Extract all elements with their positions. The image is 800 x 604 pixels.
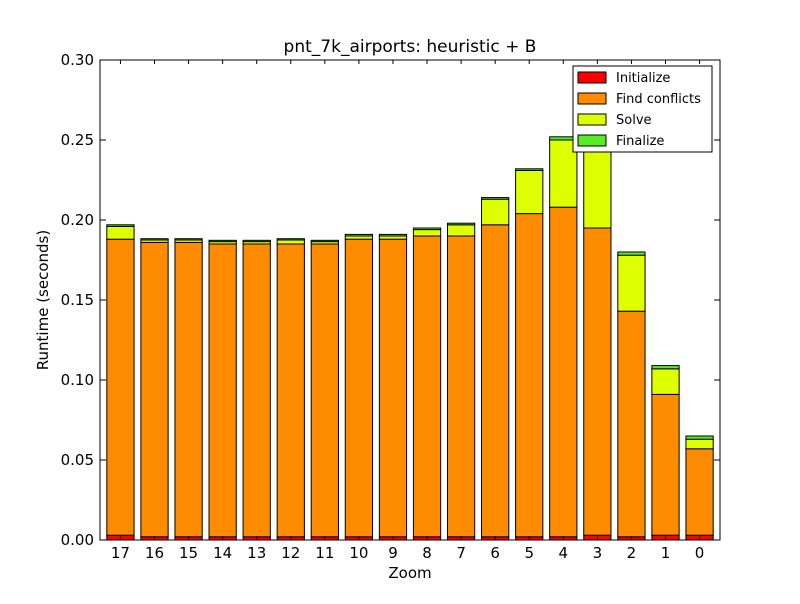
legend-swatch xyxy=(577,134,607,147)
ticks-layer: 17 16 15 14 13 12 11 10 9 8 7 6 5 4 3 2 1 00.000.050.100.… xyxy=(61,51,720,562)
x-tick-label: 15 xyxy=(179,544,198,562)
x-tick-label: 9 xyxy=(388,544,398,562)
bar-segment-find-conflicts-6 xyxy=(481,224,510,538)
bar-segment-find-conflicts-8 xyxy=(412,235,442,538)
x-tick-label: 6 xyxy=(490,544,500,562)
bar-segment-find-conflicts-13 xyxy=(242,243,271,538)
legend: Initialize Find conflicts Solve Finalize xyxy=(572,65,713,153)
chart-title: pnt_7k_airports: heuristic + B xyxy=(284,37,537,57)
bar-segment-finalize-14 xyxy=(208,239,237,243)
bar-segment-find-conflicts-5 xyxy=(515,213,544,538)
legend-swatch xyxy=(577,92,607,105)
bar-segment-find-conflicts-9 xyxy=(378,238,408,538)
legend-swatch xyxy=(577,113,607,126)
bar-segment-solve-5 xyxy=(515,169,544,215)
bar-segment-finalize-10 xyxy=(344,233,374,237)
bar-segment-finalize-11 xyxy=(310,239,339,243)
bar-segment-find-conflicts-4 xyxy=(549,206,578,538)
bar-segment-solve-0 xyxy=(685,438,714,450)
plot-frame xyxy=(99,59,721,541)
bar-segment-finalize-6 xyxy=(481,197,510,200)
bar-segment-find-conflicts-16 xyxy=(140,241,169,538)
x-tick-label: 4 xyxy=(559,544,569,562)
x-tick-label: 17 xyxy=(111,544,130,562)
x-tick-label: 2 xyxy=(627,544,637,562)
x-tick-label: 7 xyxy=(456,544,466,562)
y-tick-label: 0.20 xyxy=(61,211,94,229)
x-tick-label: 10 xyxy=(349,544,368,562)
y-tick-label: 0.25 xyxy=(61,131,94,149)
bar-segment-finalize-15 xyxy=(174,238,203,241)
x-tick-label: 11 xyxy=(315,544,334,562)
x-tick-label: 5 xyxy=(524,544,534,562)
bar-segment-finalize-5 xyxy=(515,168,544,171)
bar-segment-find-conflicts-14 xyxy=(208,243,237,538)
bar-segment-find-conflicts-11 xyxy=(310,243,339,538)
bar-segment-finalize-1 xyxy=(651,365,680,370)
bar-segment-find-conflicts-15 xyxy=(174,241,203,538)
bar-segment-find-conflicts-2 xyxy=(617,310,646,538)
bar-segment-finalize-9 xyxy=(378,233,408,237)
y-axis-label: Runtime (seconds) xyxy=(34,230,52,370)
x-tick-label: 12 xyxy=(281,544,300,562)
legend-label: Solve xyxy=(616,113,652,128)
bar-segment-solve-3 xyxy=(583,141,612,229)
bar-segment-find-conflicts-0 xyxy=(685,448,714,536)
bar-segment-finalize-13 xyxy=(242,239,271,243)
bar-segment-solve-1 xyxy=(651,368,680,395)
bar-segment-find-conflicts-1 xyxy=(651,393,680,536)
bar-segment-find-conflicts-10 xyxy=(344,238,374,538)
x-tick-label: 1 xyxy=(661,544,671,562)
bar-segment-find-conflicts-7 xyxy=(446,235,476,538)
bar-segment-solve-7 xyxy=(446,224,476,237)
x-tick-label: 16 xyxy=(145,544,164,562)
bar-segment-finalize-0 xyxy=(685,435,714,440)
bar-segment-find-conflicts-12 xyxy=(276,243,305,538)
bar-segment-finalize-8 xyxy=(412,227,442,231)
bar-segment-solve-6 xyxy=(481,198,510,226)
legend-swatch xyxy=(577,71,607,84)
bar-segment-solve-8 xyxy=(412,229,442,237)
bar-segment-solve-2 xyxy=(617,254,646,312)
bar-segment-find-conflicts-3 xyxy=(583,227,612,536)
bar-segment-finalize-16 xyxy=(140,238,169,241)
x-axis-label: Zoom xyxy=(388,564,431,582)
x-tick-label: 14 xyxy=(213,544,232,562)
x-tick-label: 8 xyxy=(422,544,432,562)
legend-label: Finalize xyxy=(616,134,664,149)
bar-segment-finalize-2 xyxy=(617,251,646,256)
x-tick-label: 0 xyxy=(695,544,705,562)
legend-label: Initialize xyxy=(616,71,670,86)
y-tick-label: 0.00 xyxy=(61,531,94,549)
bar-segment-finalize-7 xyxy=(446,222,476,226)
bar-segment-solve-12 xyxy=(276,239,305,245)
y-tick-label: 0.10 xyxy=(61,371,94,389)
y-tick-label: 0.30 xyxy=(61,51,94,69)
bar-segment-finalize-17 xyxy=(106,224,135,227)
legend-label: Find conflicts xyxy=(616,92,701,107)
bar-segment-find-conflicts-17 xyxy=(106,238,135,536)
y-tick-label: 0.15 xyxy=(61,291,94,309)
x-tick-label: 13 xyxy=(247,544,266,562)
x-tick-label: 3 xyxy=(593,544,603,562)
bar-segment-finalize-12 xyxy=(276,238,305,241)
y-tick-label: 0.05 xyxy=(61,451,94,469)
bar-segment-solve-17 xyxy=(106,225,135,240)
